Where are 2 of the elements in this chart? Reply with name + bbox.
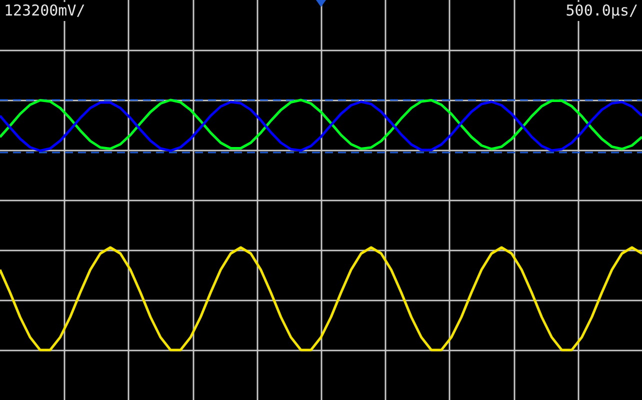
text: 123200mV/: [4, 1, 86, 20]
text: 500.0µs/: [566, 1, 638, 20]
